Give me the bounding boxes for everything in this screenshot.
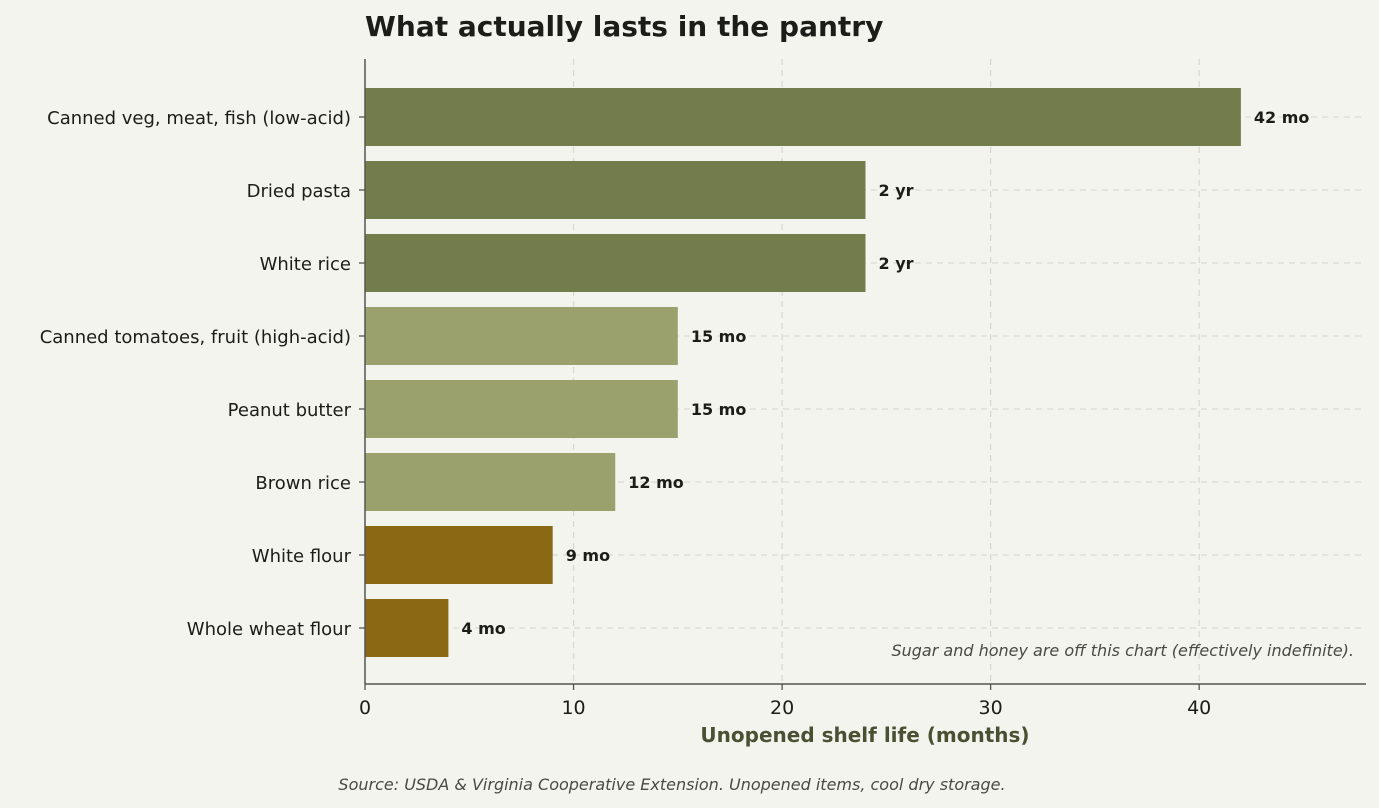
source-note: Source: USDA & Virginia Cooperative Exte… (338, 775, 1005, 794)
chart-annotation: Sugar and honey are off this chart (effe… (891, 641, 1354, 660)
x-tick-label: 10 (561, 697, 585, 719)
x-tick-label: 40 (1187, 697, 1211, 719)
axes (364, 59, 1366, 685)
category-labels: Canned veg, meat, fish (low-acid) Dried p… (40, 108, 352, 640)
value-label: 4 mo (461, 619, 505, 638)
x-tick-label: 0 (359, 697, 371, 719)
x-axis-label: Unopened shelf life (months) (700, 723, 1029, 747)
bar (365, 307, 678, 365)
value-labels: 42 mo 2 yr 2 yr 15 mo 15 mo 12 mo 9 mo 4 mo (461, 108, 1309, 638)
x-ticks: 0 10 20 30 40 (359, 116, 1211, 719)
chart-title: What actually lasts in the pantry (365, 10, 883, 43)
bar (365, 599, 449, 657)
category-label: Canned tomatoes, fruit (high-acid) (40, 327, 351, 348)
bar (365, 234, 866, 292)
value-label: 9 mo (566, 546, 610, 565)
category-label: White rice (260, 254, 351, 275)
category-label: Dried pasta (247, 181, 351, 202)
bar (365, 380, 678, 438)
bar (365, 161, 866, 219)
x-tick-label: 20 (770, 697, 794, 719)
category-label: Brown rice (255, 473, 351, 494)
value-label: 15 mo (691, 327, 747, 346)
category-label: Canned veg, meat, fish (low-acid) (47, 108, 351, 129)
category-label: Whole wheat flour (187, 619, 352, 640)
value-label: 42 mo (1254, 108, 1310, 127)
bar (365, 88, 1241, 146)
value-label: 2 yr (879, 181, 914, 200)
bar (365, 526, 553, 584)
value-label: 2 yr (879, 254, 914, 273)
x-tick-label: 30 (979, 697, 1003, 719)
grid-lines (365, 59, 1366, 684)
bars (365, 88, 1241, 657)
value-label: 12 mo (628, 473, 684, 492)
bar (365, 453, 616, 511)
value-label: 15 mo (691, 400, 747, 419)
category-label: Peanut butter (228, 400, 352, 421)
category-label: White flour (252, 546, 352, 567)
